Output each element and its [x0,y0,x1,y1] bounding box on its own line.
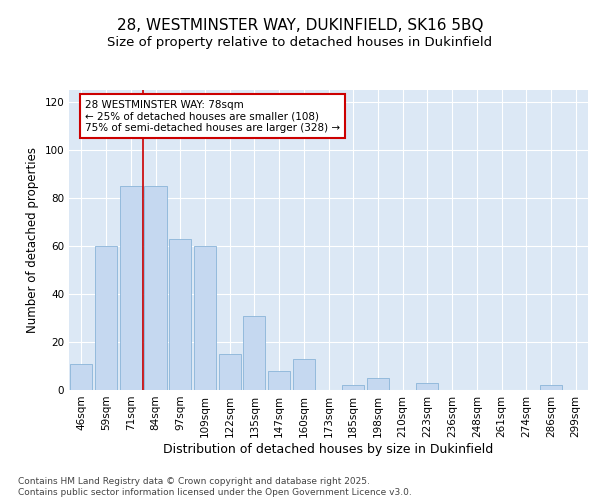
Text: Size of property relative to detached houses in Dukinfield: Size of property relative to detached ho… [107,36,493,49]
Bar [218,354,241,390]
Bar [293,359,315,390]
Bar [243,316,265,390]
Bar [367,378,389,390]
Bar [145,186,167,390]
Y-axis label: Number of detached properties: Number of detached properties [26,147,39,333]
Bar [194,246,216,390]
Bar [342,385,364,390]
Bar [70,364,92,390]
Text: 28 WESTMINSTER WAY: 78sqm
← 25% of detached houses are smaller (108)
75% of semi: 28 WESTMINSTER WAY: 78sqm ← 25% of detac… [85,100,340,133]
Bar [95,246,117,390]
Bar [268,371,290,390]
Bar [169,239,191,390]
Text: 28, WESTMINSTER WAY, DUKINFIELD, SK16 5BQ: 28, WESTMINSTER WAY, DUKINFIELD, SK16 5B… [117,18,483,32]
Bar [416,383,439,390]
Bar [119,186,142,390]
Bar [540,385,562,390]
X-axis label: Distribution of detached houses by size in Dukinfield: Distribution of detached houses by size … [163,442,494,456]
Text: Contains HM Land Registry data © Crown copyright and database right 2025.
Contai: Contains HM Land Registry data © Crown c… [18,478,412,497]
